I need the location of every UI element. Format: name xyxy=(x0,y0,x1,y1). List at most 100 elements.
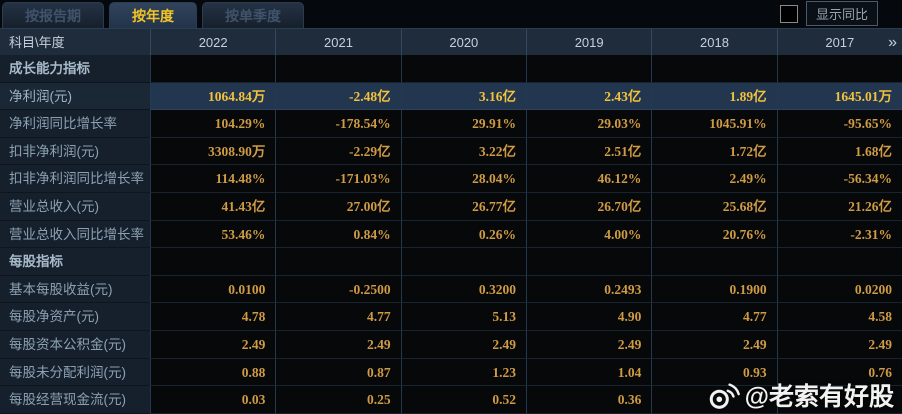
row-value: 0.26% xyxy=(400,220,526,249)
row-value: 4.58 xyxy=(776,303,902,331)
row-value: 2.49% xyxy=(651,165,777,193)
row-value: 1.72亿 xyxy=(651,137,777,166)
row-label: 每股未分配利润(元) xyxy=(0,358,150,387)
table-row[interactable]: 净利润(元) 1064.84万 -2.48亿 3.16亿 2.43亿 1.89亿 1645.… xyxy=(0,82,902,111)
year-column-header-2018: 2018 xyxy=(651,29,776,55)
section-row[interactable]: 成长能力指标 xyxy=(0,55,902,83)
tab-by-single-quarter[interactable]: 按单季度 xyxy=(202,2,304,28)
row-value: 21.26亿 xyxy=(776,192,902,221)
row-value xyxy=(776,386,902,414)
table-row[interactable]: 每股未分配利润(元) 0.88 0.87 1.23 1.04 0.93 0.76 xyxy=(0,358,902,387)
year-column-header-2019: 2019 xyxy=(525,29,651,55)
row-value xyxy=(651,55,777,83)
row-value: 4.77 xyxy=(651,303,777,331)
row-value: 2.49 xyxy=(150,330,276,359)
tab-by-year[interactable]: 按年度 xyxy=(109,2,197,28)
row-label: 净利润(元) xyxy=(0,82,150,111)
row-value: 1.04 xyxy=(525,358,652,387)
row-value: 2.49 xyxy=(525,330,652,359)
row-value: -171.03% xyxy=(275,165,401,193)
row-label: 成长能力指标 xyxy=(0,55,150,83)
row-value: -95.65% xyxy=(776,110,902,138)
row-value xyxy=(651,386,777,414)
row-value: 46.12% xyxy=(525,165,652,193)
year-column-header-2020: 2020 xyxy=(400,29,526,55)
section-row[interactable]: 每股指标 xyxy=(0,248,902,276)
table-row[interactable]: 净利润同比增长率 104.29% -178.54% 29.91% 29.03% 1045.… xyxy=(0,110,902,138)
row-value xyxy=(400,248,526,276)
row-value: -0.2500 xyxy=(275,275,401,304)
row-value: 2.49 xyxy=(776,330,902,359)
row-value: 53.46% xyxy=(150,220,276,249)
row-value: -178.54% xyxy=(275,110,401,138)
row-label: 扣非净利润(元) xyxy=(0,137,150,166)
row-value: 4.77 xyxy=(275,303,401,331)
table-row[interactable]: 每股资本公积金(元) 2.49 2.49 2.49 2.49 2.49 2.49 xyxy=(0,330,902,359)
row-value: 0.1900 xyxy=(651,275,777,304)
row-value: 104.29% xyxy=(150,110,276,138)
row-value: 114.48% xyxy=(150,165,276,193)
tab-bar: 按报告期 按年度 按单季度 显示同比 xyxy=(0,0,902,28)
table-row[interactable]: 扣非净利润同比增长率 114.48% -171.03% 28.04% 46.12% 2.4… xyxy=(0,165,902,193)
table-row[interactable]: 每股净资产(元) 4.78 4.77 5.13 4.90 4.77 4.58 xyxy=(0,303,902,331)
row-label: 基本每股收益(元) xyxy=(0,275,150,304)
more-columns-icon[interactable]: » xyxy=(888,34,897,51)
row-value xyxy=(150,55,276,83)
table-body: 成长能力指标 净利润(元) 1064.84万 -2.48亿 3.16亿 2.43亿 1.89… xyxy=(0,55,902,414)
row-value: 0.0100 xyxy=(150,275,276,304)
row-value: 26.77亿 xyxy=(400,192,526,221)
row-value: 3.16亿 xyxy=(400,82,526,111)
row-label: 营业总收入(元) xyxy=(0,192,150,221)
row-value: 4.00% xyxy=(525,220,652,249)
year-column-header-2022: 2022 xyxy=(150,29,275,55)
row-value: 0.84% xyxy=(275,220,401,249)
tab-by-report-period[interactable]: 按报告期 xyxy=(2,2,104,28)
row-value: 29.91% xyxy=(400,110,526,138)
row-value: 1064.84万 xyxy=(150,82,276,111)
row-value xyxy=(525,55,652,83)
row-value: 1.89亿 xyxy=(651,82,777,111)
row-value: 3308.90万 xyxy=(150,137,276,166)
row-value: 29.03% xyxy=(525,110,652,138)
row-value: -2.29亿 xyxy=(275,137,401,166)
table-row[interactable]: 营业总收入(元) 41.43亿 27.00亿 26.77亿 26.70亿 25.68亿 21… xyxy=(0,192,902,221)
row-value: 1045.91% xyxy=(651,110,777,138)
table-header: 科目\年度 2022 2021 2020 2019 2018 2017» xyxy=(0,28,902,55)
row-value xyxy=(525,248,652,276)
row-value: 0.76 xyxy=(776,358,902,387)
row-value: 28.04% xyxy=(400,165,526,193)
table-row[interactable]: 每股经营现金流(元) 0.03 0.25 0.52 0.36 xyxy=(0,386,902,414)
row-value xyxy=(275,248,401,276)
row-value: 4.78 xyxy=(150,303,276,331)
row-value: -2.31% xyxy=(776,220,902,249)
row-value xyxy=(651,248,777,276)
row-value: 1.23 xyxy=(400,358,526,387)
row-value: 20.76% xyxy=(651,220,777,249)
row-value xyxy=(150,248,276,276)
row-value: 2.49 xyxy=(275,330,401,359)
show-yoy-checkbox[interactable] xyxy=(779,5,798,23)
row-label: 净利润同比增长率 xyxy=(0,110,150,138)
table-row[interactable]: 基本每股收益(元) 0.0100 -0.2500 0.3200 0.2493 0.1900… xyxy=(0,275,902,304)
row-label: 每股指标 xyxy=(0,248,150,276)
row-value: 0.03 xyxy=(150,386,276,414)
row-label: 每股资本公积金(元) xyxy=(0,330,150,359)
row-value xyxy=(275,55,401,83)
row-value: 1645.01万 xyxy=(776,82,902,111)
table-row[interactable]: 扣非净利润(元) 3308.90万 -2.29亿 3.22亿 2.51亿 1.72亿 1.6… xyxy=(0,137,902,166)
row-value: -2.48亿 xyxy=(275,82,401,111)
row-value xyxy=(776,55,902,83)
row-value: 2.43亿 xyxy=(525,82,652,111)
row-value xyxy=(776,248,902,276)
row-label: 营业总收入同比增长率 xyxy=(0,220,150,249)
row-value: -56.34% xyxy=(776,165,902,193)
row-value: 2.49 xyxy=(651,330,777,359)
table-row[interactable]: 营业总收入同比增长率 53.46% 0.84% 0.26% 4.00% 20.76% -2.… xyxy=(0,220,902,249)
row-label: 每股经营现金流(元) xyxy=(0,386,150,414)
show-yoy-button[interactable]: 显示同比 xyxy=(805,1,878,26)
row-value: 0.3200 xyxy=(400,275,526,304)
row-value: 41.43亿 xyxy=(150,192,276,221)
row-value: 0.2493 xyxy=(525,275,652,304)
row-value: 0.87 xyxy=(275,358,401,387)
